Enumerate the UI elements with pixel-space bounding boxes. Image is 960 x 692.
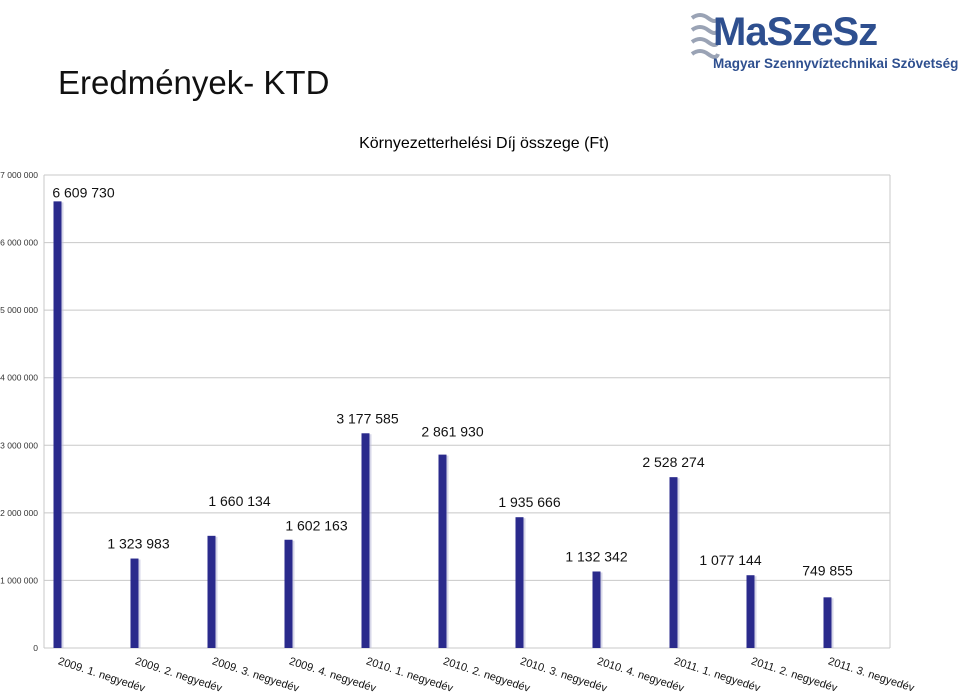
- y-tick-label: 7 000 000: [0, 170, 38, 180]
- value-label: 1 602 163: [285, 518, 347, 534]
- y-tick-label: 6 000 000: [0, 238, 38, 248]
- value-label: 1 935 666: [498, 494, 560, 510]
- value-label: 1 132 342: [565, 548, 627, 564]
- y-tick-label: 1 000 000: [0, 575, 38, 585]
- logo-waves-icon: [690, 13, 720, 59]
- bar: [438, 454, 447, 648]
- x-tick-label: 2009. 3. negyedév: [211, 655, 301, 692]
- bar: [284, 539, 293, 648]
- value-label: 3 177 585: [336, 410, 398, 426]
- x-tick-label: 2011. 2. negyedév: [750, 655, 839, 692]
- logo-name: MaSzeSz: [713, 10, 878, 54]
- bar: [669, 477, 678, 648]
- value-label: 6 609 730: [52, 184, 114, 200]
- y-tick-label: 4 000 000: [0, 373, 38, 383]
- value-labels: 6 609 730 1 323 983 1 660 134 1 602 163 3 17…: [52, 184, 853, 578]
- y-axis: 0 1 000 000 2 000 000 3 000 000 4 000 000 5 0…: [0, 170, 891, 653]
- bar: [207, 535, 216, 648]
- y-tick-label: 3 000 000: [0, 440, 38, 450]
- value-label: 749 855: [802, 562, 853, 578]
- bar: [746, 575, 755, 648]
- chart-title: Környezetterhelési Díj összege (Ft): [359, 135, 609, 152]
- x-tick-label: 2011. 1. negyedév: [673, 655, 762, 692]
- bar: [592, 571, 601, 648]
- x-tick-label: 2009. 4. negyedév: [288, 655, 378, 692]
- logo-subtitle: Magyar Szennyvíztechnikai Szövetség: [713, 56, 959, 71]
- x-tick-label: 2010. 1. negyedév: [365, 655, 455, 692]
- value-label: 1 323 983: [107, 536, 169, 552]
- slide-title: Eredmények- KTD: [58, 64, 330, 101]
- bars: [53, 201, 834, 649]
- bar: [53, 201, 62, 649]
- y-tick-label: 0: [33, 643, 38, 653]
- x-tick-label: 2010. 4. negyedév: [596, 655, 686, 692]
- x-tick-label: 2010. 3. negyedév: [519, 655, 609, 692]
- x-tick-label: 2009. 2. negyedév: [134, 655, 224, 692]
- value-label: 2 861 930: [421, 424, 483, 440]
- bar: [130, 558, 139, 648]
- bar: [823, 597, 832, 648]
- value-label: 2 528 274: [642, 454, 704, 470]
- value-label: 1 077 144: [699, 552, 761, 568]
- value-label: 1 660 134: [208, 493, 270, 509]
- bar: [361, 433, 370, 648]
- x-tick-label: 2009. 1. negyedév: [57, 655, 147, 692]
- y-tick-label: 5 000 000: [0, 305, 38, 315]
- bar: [515, 517, 524, 648]
- x-tick-label: 2011. 3. negyedév: [827, 655, 916, 692]
- gridlines: [44, 174, 890, 649]
- x-tick-label: 2010. 2. negyedév: [442, 655, 532, 692]
- y-tick-label: 2 000 000: [0, 508, 38, 518]
